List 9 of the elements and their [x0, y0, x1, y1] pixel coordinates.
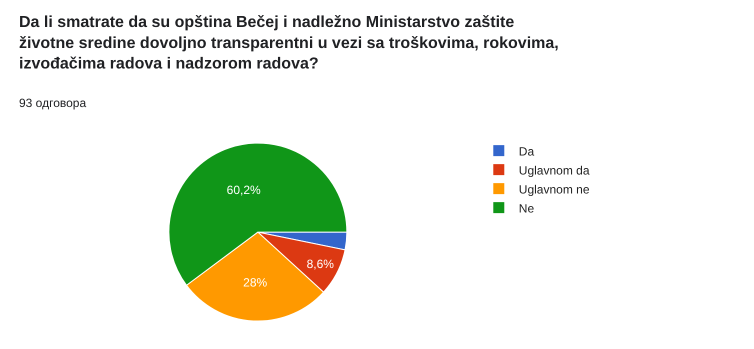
data-label: 60,2%: [226, 182, 262, 197]
legend-label: Da: [518, 144, 534, 158]
legend-label: Uglavnom da: [518, 163, 590, 178]
text: 93 одговора: [19, 96, 86, 110]
chart-title: Da li smatrate da su opština Bečej i nadležno Ministarstvo zaštite životne sredine dovoljno transparentni u vezi sa troškovima, rokovima, izvođačima radova i nadzorom radova?: [19, 14, 559, 73]
legend-label: Uglavnom ne: [518, 182, 590, 196]
data-label: 8,6%: [306, 256, 334, 271]
data-label: 28%: [243, 275, 268, 290]
legend-label: Ne: [518, 201, 534, 216]
